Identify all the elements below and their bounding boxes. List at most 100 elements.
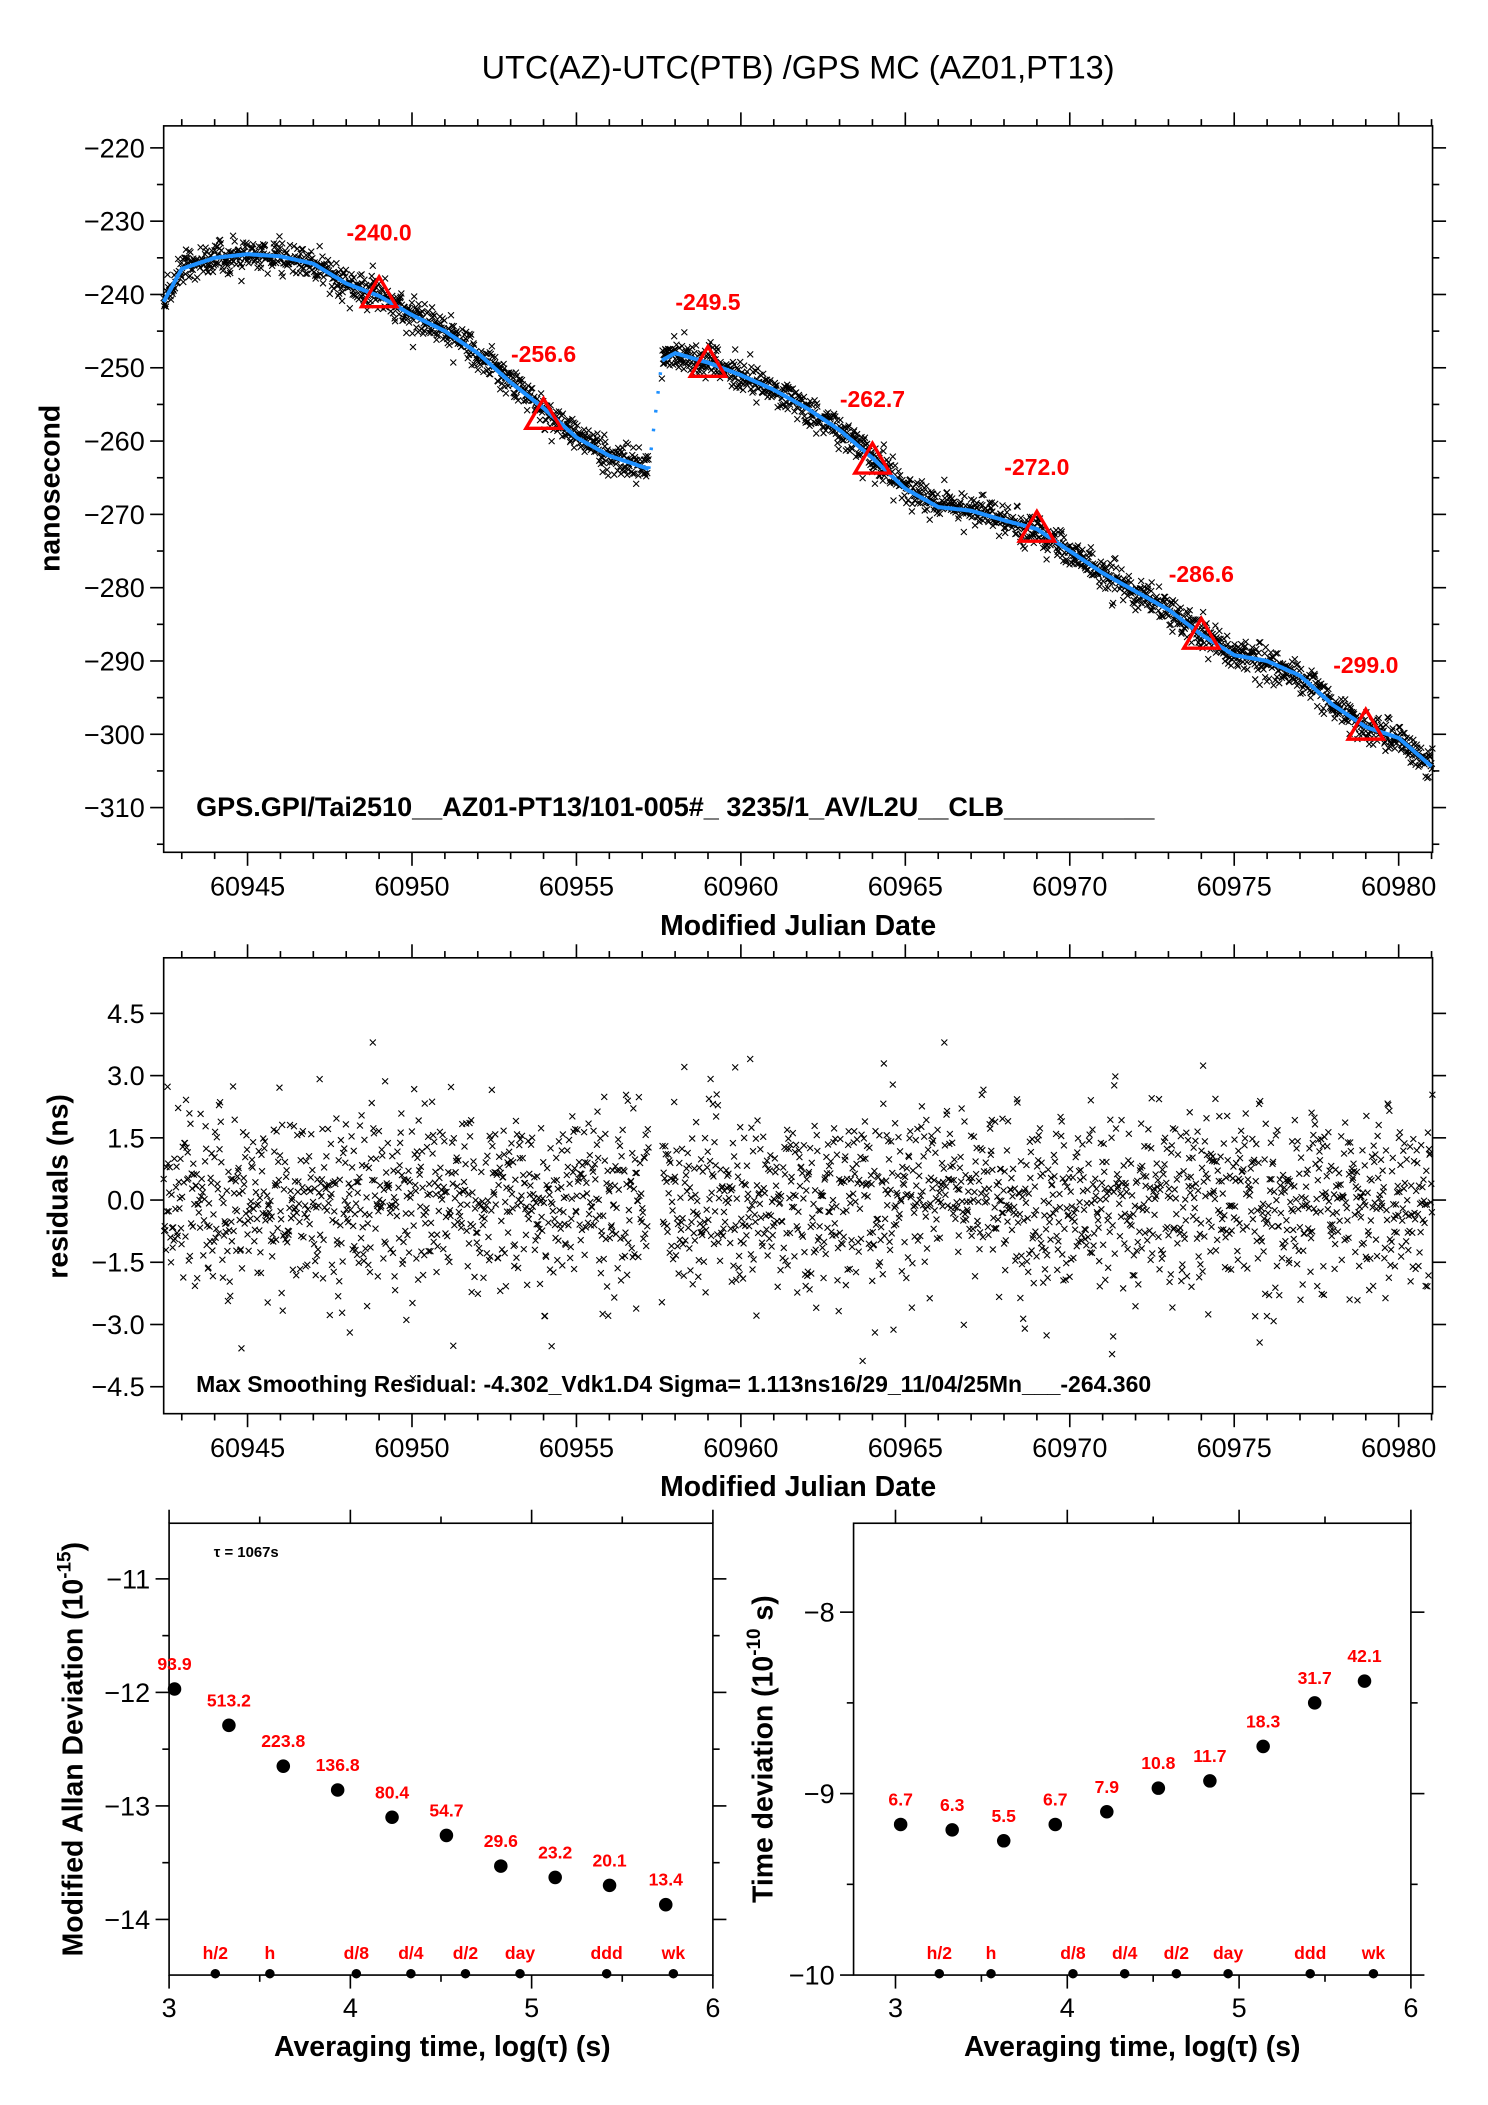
data-point (409, 343, 417, 351)
data-point (212, 259, 220, 267)
point-label: 7.9 (1095, 1777, 1120, 1797)
data-point (739, 386, 747, 394)
data-point (536, 416, 544, 424)
x-tick-label: 60975 (1197, 872, 1272, 902)
data-point (767, 376, 774, 384)
stability-point (1307, 1696, 1322, 1710)
point-label: 6.7 (888, 1790, 912, 1810)
reference-mark (1368, 1968, 1379, 1979)
data-point (238, 277, 245, 285)
data-point (333, 259, 340, 267)
data-point (793, 415, 801, 423)
y-axis-label-time-series: nanosecond (35, 405, 67, 572)
data-point (509, 374, 517, 381)
data-point (226, 267, 234, 274)
data-point (326, 290, 334, 298)
data-point (804, 418, 812, 425)
data-point (631, 453, 639, 461)
reference-mark-label: h (986, 1943, 997, 1963)
point-label: 54.7 (429, 1800, 463, 1820)
data-point (601, 438, 609, 446)
data-point (590, 431, 597, 439)
y-tick-label: 3.0 (107, 1061, 145, 1091)
data-point (474, 366, 482, 374)
data-point (812, 430, 820, 437)
x-tick-label: 60945 (210, 872, 285, 902)
reference-mark-label: h (264, 1943, 275, 1963)
data-point (853, 430, 861, 438)
data-point (860, 436, 868, 444)
x-tick-label: 60970 (1032, 872, 1107, 902)
reference-mark-label: wk (1361, 1943, 1386, 1963)
data-point (433, 336, 440, 344)
data-point (276, 233, 283, 240)
data-point (799, 409, 807, 416)
stability-point (1256, 1739, 1270, 1754)
data-point (890, 497, 897, 504)
y-tick-label: −10 (789, 1961, 835, 1991)
x-tick-label: 60980 (1361, 872, 1436, 902)
data-point (341, 273, 349, 280)
data-point (850, 428, 858, 436)
data-point (316, 242, 324, 250)
data-point (289, 268, 297, 275)
y-axis-label-residuals: residuals (ns) (43, 1094, 75, 1279)
data-point (766, 379, 774, 387)
data-point (409, 330, 416, 337)
point-label: 5.5 (992, 1806, 1017, 1826)
data-point (462, 328, 470, 336)
x-tick-label: 6 (1403, 1993, 1418, 2023)
data-point (448, 322, 456, 330)
data-point (446, 341, 453, 349)
y-tick-label: 0.0 (107, 1186, 145, 1216)
annotation-residuals: Max Smoothing Residual: -4.302_Vdk1.D4 S… (196, 1371, 1151, 1397)
x-tick-label: 6 (705, 1993, 720, 2023)
y-tick-label: −14 (104, 1905, 150, 1935)
y-tick-label: 4.5 (107, 999, 145, 1029)
data-point (342, 266, 350, 274)
data-point (871, 480, 879, 488)
marker-label: -286.6 (1169, 561, 1234, 587)
data-point (537, 390, 545, 397)
data-point (835, 445, 843, 453)
x-tick-label: 60960 (703, 1433, 778, 1463)
point-label: 31.7 (1298, 1668, 1332, 1688)
data-point (574, 422, 581, 429)
data-point (707, 338, 714, 346)
y-tick-label: −280 (84, 573, 145, 603)
y-tick-label: −8 (804, 1598, 835, 1628)
x-tick-label: 60950 (374, 1433, 449, 1463)
data-point (488, 342, 496, 350)
reference-mark (1223, 1968, 1233, 1979)
reference-mark-label: day (1213, 1943, 1244, 1963)
data-point (629, 470, 637, 478)
figure-title: UTC(AZ)-UTC(PTB) /GPS MC (AZ01,PT13) (482, 50, 1115, 86)
marker-label: -256.6 (511, 341, 576, 367)
data-point (408, 299, 416, 307)
data-point (261, 241, 269, 249)
data-point (467, 331, 475, 338)
reference-mark (460, 1968, 471, 1979)
y-tick-label: −1.5 (91, 1248, 144, 1278)
x-tick-label: 60955 (539, 872, 614, 902)
data-point (861, 434, 869, 442)
y-tick-label: −3.0 (91, 1310, 144, 1340)
point-label: 93.9 (157, 1654, 191, 1674)
data-point (458, 325, 466, 333)
y-tick-label: −12 (104, 1678, 150, 1708)
data-point (690, 349, 698, 357)
point-label: 23.2 (538, 1842, 572, 1862)
data-point (480, 368, 487, 376)
data-point (273, 240, 280, 248)
reference-mark (210, 1968, 221, 1979)
data-point (692, 342, 700, 349)
stability-point (222, 1718, 236, 1733)
data-point (700, 368, 708, 376)
data-point (620, 463, 628, 471)
data-point (428, 304, 436, 311)
data-point (517, 375, 524, 383)
stability-point (1151, 1781, 1166, 1795)
data-point (621, 452, 628, 460)
y-tick-label: −290 (84, 646, 145, 676)
